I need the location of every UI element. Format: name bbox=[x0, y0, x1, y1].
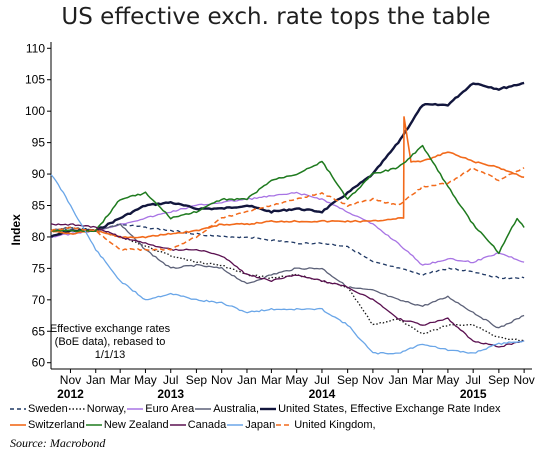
legend-swatch bbox=[195, 408, 212, 410]
annotation-line: Effective exchange rates bbox=[50, 323, 171, 335]
x-tick-label: May bbox=[437, 373, 460, 387]
legend-swatch bbox=[68, 408, 85, 410]
x-tick-label: Jan bbox=[389, 373, 408, 387]
series-line-4 bbox=[50, 81, 525, 239]
x-tick-label: Nov bbox=[513, 373, 534, 387]
legend-label: United States, Effective Exchange Rate I… bbox=[278, 403, 501, 415]
annotation-line: (BoE data), rebased to bbox=[55, 336, 166, 348]
x-year-label: 2012 bbox=[57, 387, 84, 401]
legend-item: Euro Area bbox=[127, 403, 194, 415]
annotation-text: Effective exchange rates(BoE data), reba… bbox=[50, 323, 171, 361]
x-tick-label: Nov bbox=[60, 373, 81, 387]
x-tick-label: Mar bbox=[412, 373, 433, 387]
legend-label: Canada bbox=[187, 419, 227, 431]
x-tick-label: Jul bbox=[465, 373, 480, 387]
x-tick-label: Jul bbox=[314, 373, 329, 387]
series-line-7 bbox=[50, 223, 525, 348]
y-axis-label: Index bbox=[9, 214, 23, 246]
x-tick-label: Nov bbox=[211, 373, 232, 387]
x-tick-label: Mar bbox=[261, 373, 282, 387]
legend-item: Switzerland bbox=[10, 419, 85, 431]
x-tick-label: Nov bbox=[362, 373, 383, 387]
x-year-label: 2015 bbox=[460, 387, 487, 401]
x-year-label: 2014 bbox=[309, 387, 336, 401]
x-tick-label: Sep bbox=[337, 373, 359, 387]
y-tick-label: 100 bbox=[25, 104, 45, 118]
x-tick-label: Mar bbox=[110, 373, 131, 387]
legend-label: Sweden bbox=[28, 403, 68, 415]
legend-item: Canada bbox=[169, 419, 227, 431]
legend-item: New Zealand bbox=[85, 419, 169, 431]
legend-item: Japan bbox=[227, 419, 275, 431]
legend-swatch bbox=[10, 408, 26, 410]
legend-label: New Zealand bbox=[103, 419, 169, 431]
y-tick-label: 65 bbox=[32, 324, 46, 338]
y-tick-label: 110 bbox=[26, 41, 45, 55]
series-line-2 bbox=[50, 191, 525, 266]
y-tick-label: 60 bbox=[32, 356, 46, 370]
legend-label: Australia, bbox=[213, 403, 260, 415]
x-tick-label: Jul bbox=[163, 373, 178, 387]
series-lines bbox=[50, 81, 525, 355]
legend-label: Switzerland bbox=[28, 419, 85, 431]
y-tick-label: 75 bbox=[32, 261, 46, 275]
legend-swatch bbox=[169, 424, 186, 426]
legend-item: Australia, bbox=[195, 403, 259, 415]
series-line-3 bbox=[50, 223, 525, 329]
x-tick-label: May bbox=[285, 373, 308, 387]
legend-swatch bbox=[127, 408, 144, 410]
annotation-line: 1/1/13 bbox=[95, 349, 126, 361]
legend-item: United States, Effective Exchange Rate I… bbox=[260, 403, 500, 415]
series-line-8 bbox=[50, 174, 525, 355]
x-tick-label: May bbox=[134, 373, 157, 387]
chart-title: US effective exch. rate tops the table bbox=[61, 4, 491, 30]
x-tick-label: Sep bbox=[488, 373, 510, 387]
legend-row: Switzerland New Zealand Canada Japan United … bbox=[10, 419, 377, 432]
legend-swatch bbox=[260, 407, 277, 411]
series-line-6 bbox=[50, 144, 525, 255]
x-tick-label: Sep bbox=[186, 373, 208, 387]
y-tick-label: 95 bbox=[32, 136, 46, 150]
y-tick-label: 80 bbox=[32, 230, 46, 244]
legend-swatch bbox=[85, 424, 102, 426]
y-tick-label: 70 bbox=[32, 293, 46, 307]
y-tick-label: 90 bbox=[32, 167, 46, 181]
legend-swatch bbox=[227, 424, 244, 426]
series-line-0 bbox=[51, 223, 525, 280]
source-note: Source: Macrobond bbox=[10, 436, 106, 450]
x-year-label: 2013 bbox=[157, 387, 184, 401]
x-tick-label: Jan bbox=[237, 373, 256, 387]
legend-label: Norway, bbox=[86, 403, 127, 415]
legend-item: Sweden bbox=[10, 403, 68, 415]
y-tick-label: 105 bbox=[25, 73, 45, 87]
legend-label: Euro Area bbox=[145, 403, 195, 415]
legend-swatch bbox=[276, 424, 293, 426]
legend-label: Japan bbox=[245, 419, 276, 431]
x-tick-label: Jan bbox=[86, 373, 105, 387]
y-tick-label: 85 bbox=[32, 199, 46, 213]
legend-label: United Kingdom, bbox=[294, 419, 376, 431]
legend-item: United Kingdom, bbox=[276, 419, 376, 431]
series-line-5 bbox=[50, 116, 525, 239]
legend-swatch bbox=[10, 424, 26, 426]
legend-row: Sweden Norway, Euro Area Australia, United S… bbox=[10, 403, 501, 416]
legend-item: Norway, bbox=[68, 403, 127, 415]
